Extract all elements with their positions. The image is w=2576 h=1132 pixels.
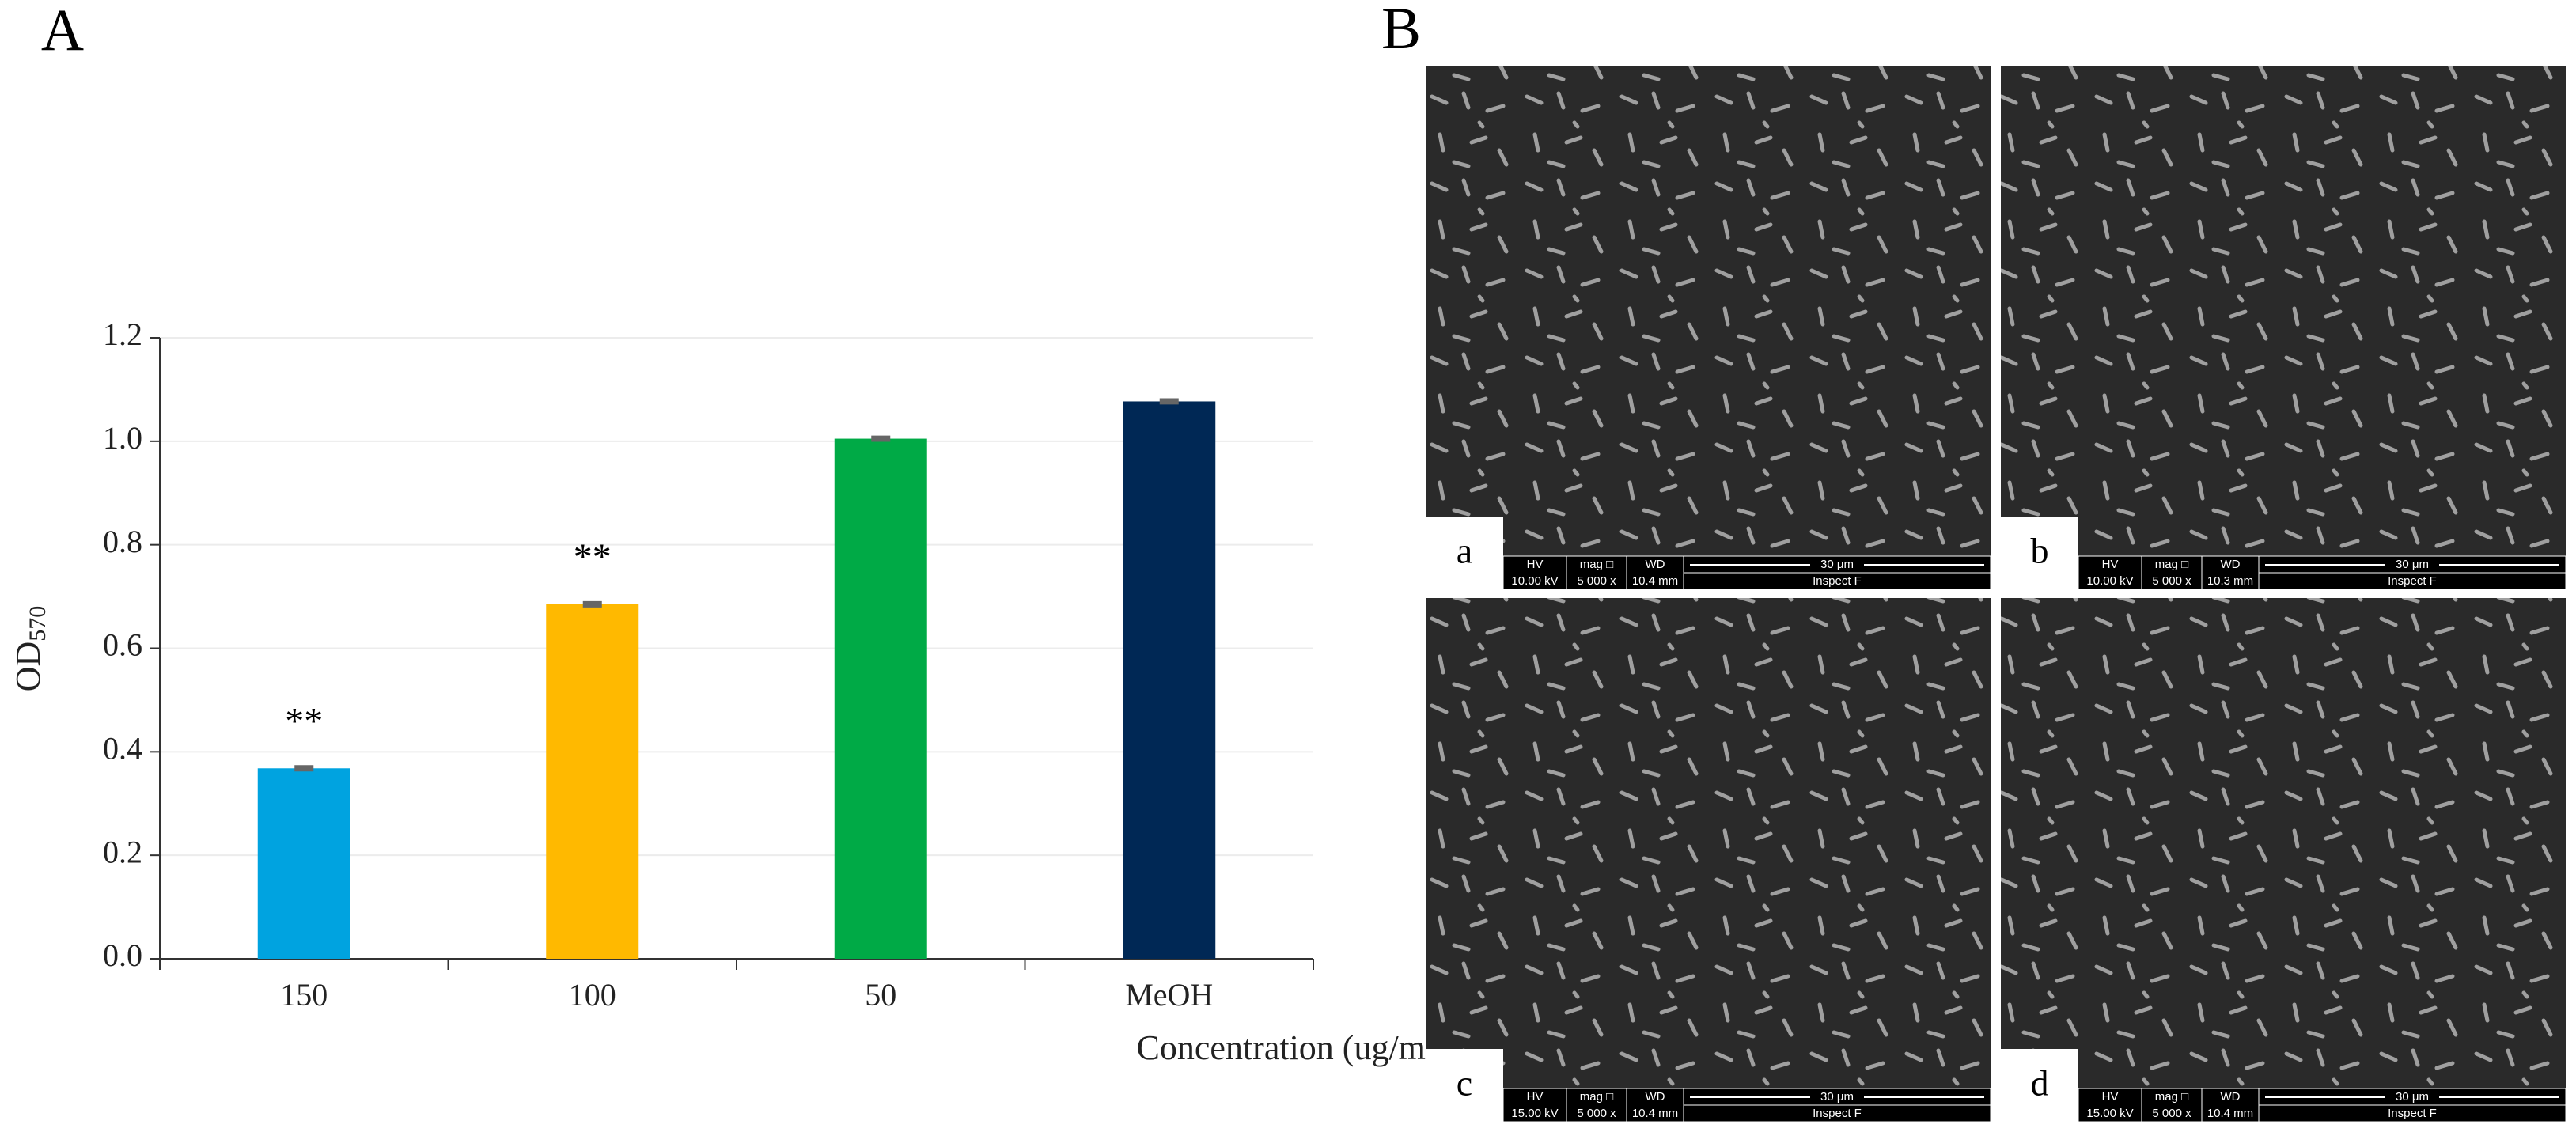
micrograph-image — [1426, 66, 1991, 589]
info-value: 10.4 mm — [1632, 1107, 1678, 1120]
label-box — [1426, 517, 1503, 589]
y-axis-title-main: OD — [9, 642, 47, 692]
info-value: 15.00 kV — [1511, 1107, 1558, 1120]
label-box — [1426, 1049, 1503, 1122]
info-value: 5 000 x — [1577, 1107, 1616, 1120]
scale-label: 30 μm — [2396, 1090, 2429, 1104]
micrograph: c HV 15.00 kV mag □ 5 000 x WD 10.4 mm 30 μm Ins… — [1426, 598, 1991, 1123]
scale-label: 30 μm — [1820, 558, 1854, 571]
y-axis-title-sub: 570 — [25, 606, 51, 642]
info-value: 5 000 x — [2152, 574, 2191, 588]
bar — [257, 768, 350, 959]
bar — [834, 438, 927, 959]
significance-label: ** — [574, 536, 612, 578]
x-tick-label: 50 — [865, 977, 896, 1013]
significance-label: ** — [285, 700, 323, 742]
info-value: 10.00 kV — [2086, 574, 2133, 588]
info-header: mag □ — [1580, 1090, 1613, 1104]
bar — [546, 604, 639, 959]
info-header: HV — [2102, 1090, 2119, 1104]
label-box — [2001, 1049, 2078, 1122]
info-value: 15.00 kV — [2086, 1107, 2133, 1120]
info-header: WD — [1646, 1090, 1665, 1104]
info-value: 10.4 mm — [2207, 1107, 2253, 1120]
info-value: 5 000 x — [1577, 574, 1616, 588]
error-bar — [1159, 398, 1179, 405]
x-axis-title: Concentration (ug/mL) — [1137, 1028, 1459, 1067]
image-label: a — [1457, 531, 1472, 571]
info-header: HV — [1527, 558, 1544, 571]
y-tick-label: 0.2 — [103, 834, 142, 869]
panel-label: A — [41, 0, 84, 63]
y-tick-label: 1.0 — [103, 420, 142, 456]
scale-label-bg — [2385, 558, 2439, 572]
info-header: HV — [1527, 1090, 1544, 1104]
micrograph-image — [2001, 598, 2566, 1122]
instrument-label: Inspect F — [1813, 1107, 1862, 1120]
y-tick-label: 1.2 — [103, 316, 142, 352]
micrograph: a HV 10.00 kV mag □ 5 000 x WD 10.4 mm 30 μm Ins… — [1426, 66, 1991, 590]
instrument-label: Inspect F — [2388, 1107, 2437, 1120]
image-label: d — [2031, 1063, 2049, 1104]
y-tick-label: 0.0 — [103, 937, 142, 973]
info-value: 5 000 x — [2152, 1107, 2191, 1120]
panel-label: B — [1381, 0, 1421, 62]
y-tick-label: 0.6 — [103, 627, 142, 663]
error-bar — [294, 765, 314, 772]
x-tick-label: 150 — [280, 977, 328, 1013]
info-header: HV — [2102, 558, 2119, 571]
y-axis-title: OD570 — [9, 606, 51, 692]
image-label: b — [2031, 531, 2049, 571]
y-tick-label: 0.4 — [103, 731, 142, 767]
scale-label-bg — [1810, 1090, 1864, 1104]
instrument-label: Inspect F — [2388, 574, 2437, 588]
scale-label-bg — [1810, 558, 1864, 572]
x-tick-label: 100 — [569, 977, 616, 1013]
instrument-label: Inspect F — [1813, 574, 1862, 588]
scale-label: 30 μm — [2396, 558, 2429, 571]
info-header: WD — [2221, 1090, 2241, 1104]
image-label: c — [1457, 1063, 1472, 1104]
error-bar — [871, 435, 891, 442]
info-value: 10.4 mm — [1632, 574, 1678, 588]
info-value: 10.00 kV — [1511, 574, 1558, 588]
bar — [1123, 401, 1216, 959]
info-header: mag □ — [2155, 558, 2188, 571]
scale-label: 30 μm — [1820, 1090, 1854, 1104]
micrograph: b HV 10.00 kV mag □ 5 000 x WD 10.3 mm 30 μm Ins… — [2001, 66, 2567, 590]
micrograph-image — [2001, 66, 2566, 589]
info-header: mag □ — [1580, 558, 1613, 571]
micrograph-image — [1426, 598, 1991, 1122]
info-header: mag □ — [2155, 1090, 2188, 1104]
x-tick-label: MeOH — [1125, 977, 1213, 1013]
scale-label-bg — [2385, 1090, 2439, 1104]
micrograph: d HV 15.00 kV mag □ 5 000 x WD 10.4 mm 30 μm Ins… — [2001, 598, 2567, 1123]
y-tick-label: 0.8 — [103, 524, 142, 559]
info-value: 10.3 mm — [2207, 574, 2253, 588]
error-bar — [582, 600, 602, 608]
label-box — [2001, 517, 2078, 589]
info-header: WD — [2221, 558, 2241, 571]
info-header: WD — [1646, 558, 1665, 571]
